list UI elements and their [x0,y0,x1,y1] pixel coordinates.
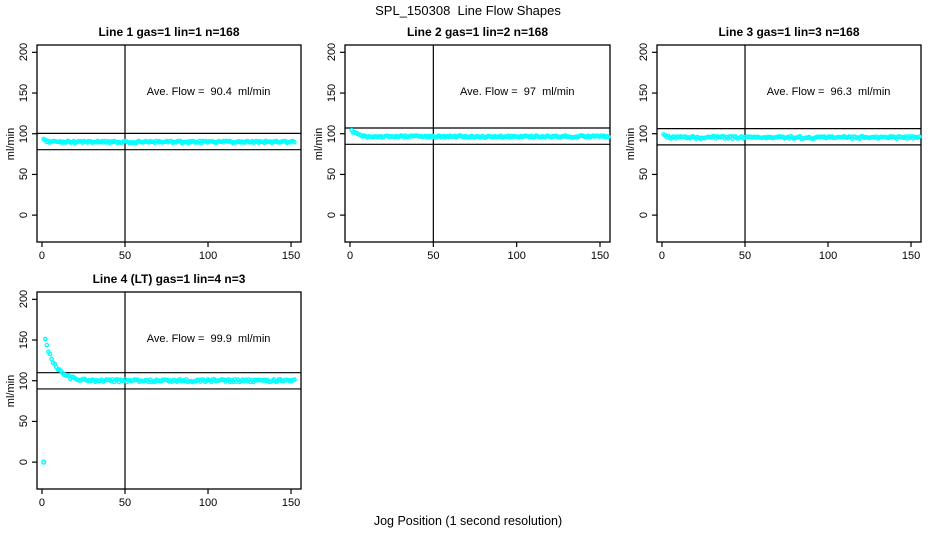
panel-2-title: Line 2 gas=1 lin=2 n=168 [406,25,549,39]
x-tick-label: 150 [281,497,301,509]
data-points [41,136,297,146]
y-tick-label: 50 [326,168,338,181]
x-axis-label: Jog Position (1 second resolution) [373,514,563,528]
y-axis-unit-label: ml/min [5,127,17,160]
y-tick-label: 100 [18,124,30,143]
y-tick-label: 200 [18,43,30,62]
plot-area-1 [32,44,302,247]
y-tick-label: 0 [18,212,30,219]
plot-area-3 [652,44,922,247]
plot-border [656,44,922,243]
y-axis-unit-label: ml/min [313,127,325,160]
x-tick-label: 50 [427,250,440,262]
y-tick-label: 200 [18,290,30,309]
plot-area-2 [340,44,611,247]
panel-3-title: Line 3 gas=1 lin=3 n=168 [718,25,860,39]
y-tick-label: 50 [18,415,30,428]
y-axis-unit-label: ml/min [5,374,17,407]
x-tick-label: 0 [38,497,46,509]
ave-flow-annotation: Ave. Flow = 96.3 ml/min [766,86,891,99]
data-point [44,342,50,348]
y-tick-label: 200 [638,43,650,62]
plot-border [36,44,302,243]
data-point [292,377,297,382]
data-points [41,336,297,465]
ave-flow-annotation: Ave. Flow = 97 ml/min [460,86,575,99]
x-tick-label: 100 [198,250,218,262]
plot-border [344,44,611,243]
y-tick-label: 0 [638,212,650,219]
y-tick-label: 50 [18,168,30,181]
y-axis-unit-label: ml/min [625,127,637,160]
data-points [349,127,611,140]
y-tick-label: 100 [18,371,30,390]
main-title: SPL_150308 Line Flow Shapes [375,3,561,18]
y-tick-label: 100 [326,124,338,143]
y-tick-label: 150 [18,83,30,103]
ave-flow-annotation: Ave. Flow = 99.9 ml/min [146,333,271,346]
plot-area-4 [32,291,302,494]
x-tick-label: 0 [346,250,354,262]
x-tick-label: 0 [658,250,666,262]
y-tick-label: 150 [638,83,650,103]
x-tick-label: 150 [281,250,301,262]
x-tick-label: 100 [818,250,838,262]
outlier-point [41,459,47,465]
x-tick-label: 100 [507,250,526,262]
panel-1-title: Line 1 gas=1 lin=1 n=168 [98,25,240,39]
panel-4-title: Line 4 (LT) gas=1 lin=4 n=3 [92,272,246,286]
y-tick-label: 0 [326,212,338,219]
y-tick-label: 0 [18,459,30,466]
y-tick-label: 150 [18,330,30,350]
x-tick-label: 100 [198,497,218,509]
x-tick-label: 50 [738,250,752,262]
x-tick-label: 50 [118,497,132,509]
data-point [49,356,54,362]
y-tick-label: 150 [326,83,338,103]
y-tick-label: 200 [326,43,338,62]
y-tick-label: 100 [638,124,650,143]
data-point [605,134,611,140]
y-tick-label: 50 [638,168,650,181]
x-tick-label: 50 [118,250,132,262]
x-tick-label: 150 [901,250,921,262]
plot-border [36,291,302,490]
data-point [292,139,297,145]
x-tick-label: 150 [590,250,610,262]
data-point [47,351,53,357]
data-point [916,134,922,140]
data-point [42,336,48,342]
data-points [661,132,922,141]
x-tick-label: 0 [38,250,46,262]
ave-flow-annotation: Ave. Flow = 90.4 ml/min [146,86,271,99]
